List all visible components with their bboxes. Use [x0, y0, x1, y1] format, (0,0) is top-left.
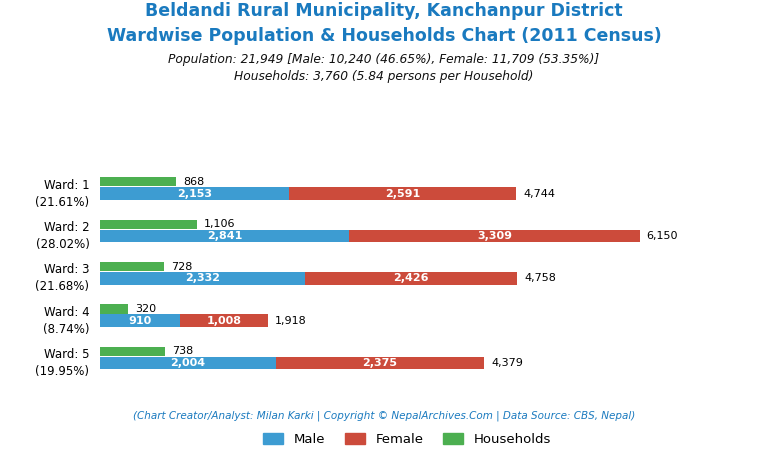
Bar: [100, 230, 349, 242]
Text: Beldandi Rural Municipality, Kanchanpur District: Beldandi Rural Municipality, Kanchanpur …: [145, 2, 623, 20]
Text: 2,153: 2,153: [177, 189, 212, 198]
Text: 320: 320: [135, 304, 156, 314]
Bar: [100, 314, 180, 327]
Bar: [100, 177, 176, 186]
Text: 6,150: 6,150: [647, 231, 678, 241]
Text: 2,004: 2,004: [170, 358, 205, 368]
Text: 910: 910: [128, 316, 151, 326]
Text: 4,379: 4,379: [492, 358, 523, 368]
Text: 2,375: 2,375: [362, 358, 398, 368]
Text: Population: 21,949 [Male: 10,240 (46.65%), Female: 11,709 (53.35%)]: Population: 21,949 [Male: 10,240 (46.65%…: [168, 53, 600, 66]
Bar: [100, 262, 164, 271]
Bar: [100, 357, 276, 370]
Bar: [276, 357, 484, 370]
Text: 1,008: 1,008: [207, 316, 241, 326]
Text: 4,744: 4,744: [523, 189, 555, 198]
Text: 868: 868: [183, 177, 204, 187]
Text: 2,332: 2,332: [184, 273, 220, 283]
Text: 2,591: 2,591: [385, 189, 420, 198]
Text: 1,106: 1,106: [204, 219, 236, 229]
Bar: [100, 272, 305, 285]
Text: Wardwise Population & Households Chart (2011 Census): Wardwise Population & Households Chart (…: [107, 27, 661, 45]
Text: (Chart Creator/Analyst: Milan Karki | Copyright © NepalArchives.Com | Data Sourc: (Chart Creator/Analyst: Milan Karki | Co…: [133, 410, 635, 421]
Text: 4,758: 4,758: [525, 273, 556, 283]
Bar: [100, 220, 197, 229]
Text: 728: 728: [170, 261, 192, 272]
Text: 3,309: 3,309: [477, 231, 512, 241]
Bar: [305, 272, 518, 285]
Bar: [180, 314, 268, 327]
Bar: [349, 230, 640, 242]
Text: Households: 3,760 (5.84 persons per Household): Households: 3,760 (5.84 persons per Hous…: [234, 70, 534, 83]
Text: 2,426: 2,426: [393, 273, 429, 283]
Legend: Male, Female, Households: Male, Female, Households: [258, 427, 556, 449]
Text: 2,841: 2,841: [207, 231, 242, 241]
Text: 1,918: 1,918: [275, 316, 307, 326]
Bar: [100, 187, 289, 200]
Bar: [289, 187, 516, 200]
Bar: [100, 347, 164, 356]
Text: 738: 738: [171, 346, 193, 356]
Bar: [100, 304, 128, 313]
